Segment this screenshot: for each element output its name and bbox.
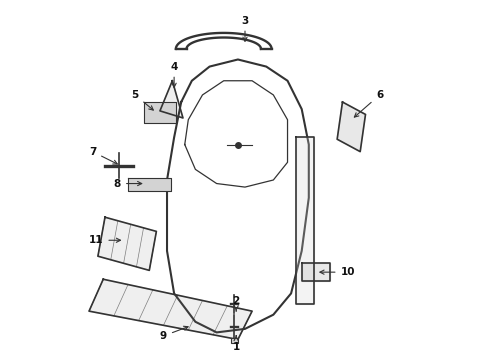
Text: 2: 2 (233, 296, 240, 311)
Polygon shape (296, 138, 314, 304)
Polygon shape (160, 81, 183, 118)
Text: 5: 5 (131, 90, 153, 110)
Bar (231, 338, 238, 343)
Polygon shape (302, 263, 330, 281)
Text: 10: 10 (320, 267, 355, 277)
Text: 11: 11 (89, 235, 121, 245)
Polygon shape (89, 279, 252, 339)
Text: 7: 7 (89, 147, 117, 164)
Text: 3: 3 (242, 15, 248, 41)
Text: 9: 9 (160, 326, 188, 341)
Text: 8: 8 (114, 179, 142, 189)
Text: 6: 6 (354, 90, 383, 117)
Polygon shape (98, 217, 156, 270)
Polygon shape (337, 102, 366, 152)
Text: 4: 4 (171, 62, 178, 87)
Text: 1: 1 (233, 336, 240, 352)
